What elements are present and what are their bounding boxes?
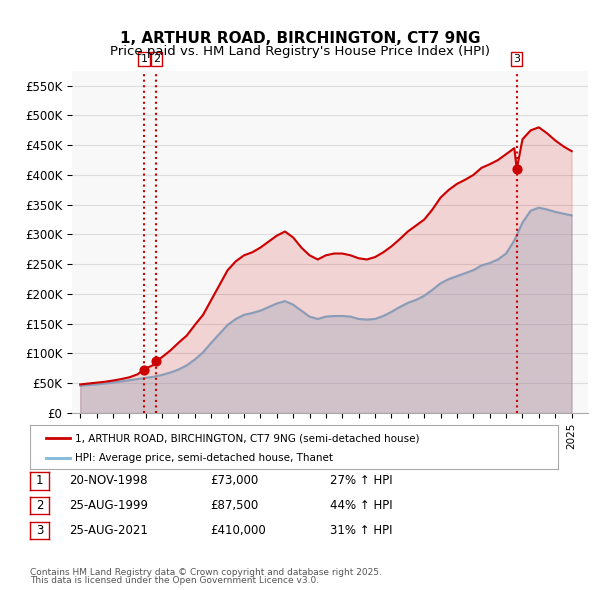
Text: £410,000: £410,000	[210, 524, 266, 537]
Point	[152, 356, 161, 366]
Text: Price paid vs. HM Land Registry's House Price Index (HPI): Price paid vs. HM Land Registry's House …	[110, 45, 490, 58]
Text: 25-AUG-1999: 25-AUG-1999	[69, 499, 148, 512]
Text: Contains HM Land Registry data © Crown copyright and database right 2025.: Contains HM Land Registry data © Crown c…	[30, 568, 382, 577]
Text: 1: 1	[36, 474, 43, 487]
Text: 2: 2	[36, 499, 43, 512]
Text: HPI: Average price, semi-detached house, Thanet: HPI: Average price, semi-detached house,…	[75, 453, 333, 463]
Text: 1: 1	[140, 54, 148, 64]
Text: 27% ↑ HPI: 27% ↑ HPI	[330, 474, 392, 487]
Text: 31% ↑ HPI: 31% ↑ HPI	[330, 524, 392, 537]
Text: £87,500: £87,500	[210, 499, 258, 512]
Text: £73,000: £73,000	[210, 474, 258, 487]
Text: 3: 3	[36, 524, 43, 537]
Text: 25-AUG-2021: 25-AUG-2021	[69, 524, 148, 537]
Text: 44% ↑ HPI: 44% ↑ HPI	[330, 499, 392, 512]
Text: 1, ARTHUR ROAD, BIRCHINGTON, CT7 9NG (semi-detached house): 1, ARTHUR ROAD, BIRCHINGTON, CT7 9NG (se…	[75, 433, 419, 443]
Text: 2: 2	[153, 54, 160, 64]
Text: This data is licensed under the Open Government Licence v3.0.: This data is licensed under the Open Gov…	[30, 576, 319, 585]
Point	[512, 164, 521, 173]
Point	[139, 365, 149, 374]
Text: 3: 3	[513, 54, 520, 64]
Text: 1, ARTHUR ROAD, BIRCHINGTON, CT7 9NG: 1, ARTHUR ROAD, BIRCHINGTON, CT7 9NG	[120, 31, 480, 46]
Text: 20-NOV-1998: 20-NOV-1998	[69, 474, 148, 487]
